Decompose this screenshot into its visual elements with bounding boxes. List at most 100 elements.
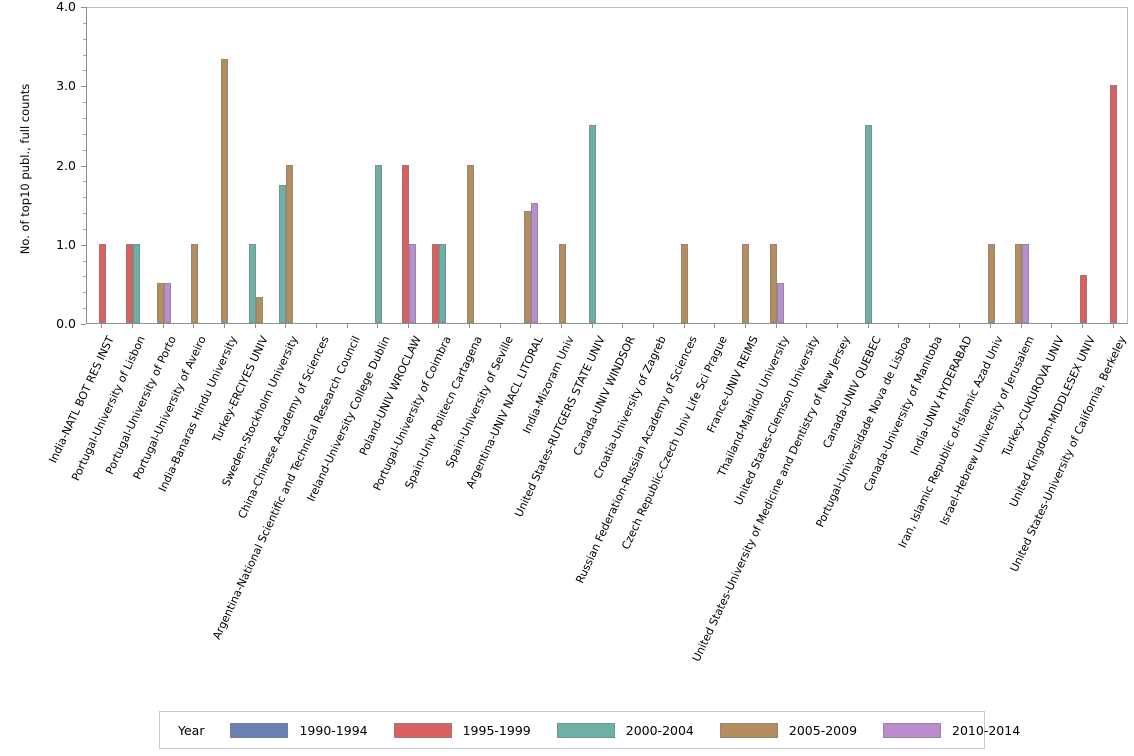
x-axis-tick — [652, 324, 654, 328]
x-axis-tick — [683, 324, 685, 328]
legend-label: 2005-2009 — [788, 722, 858, 738]
bar — [776, 283, 784, 323]
x-axis-tick — [438, 324, 440, 328]
y-axis-minor-tick — [83, 54, 86, 56]
bar — [681, 243, 689, 323]
bar — [255, 296, 263, 323]
x-axis-tick — [254, 324, 256, 328]
bar — [589, 124, 597, 323]
x-axis-tick — [315, 324, 317, 328]
legend-color-swatch — [556, 722, 615, 738]
x-axis-tick — [131, 324, 133, 328]
bar — [987, 243, 995, 323]
bar — [1079, 275, 1087, 323]
x-axis-tick — [898, 324, 900, 328]
x-axis-tick — [377, 324, 379, 328]
bars-container — [87, 8, 1127, 323]
y-axis-minor-tick — [83, 149, 86, 151]
x-axis-tick — [744, 324, 746, 328]
x-axis-tick — [407, 324, 409, 328]
bar — [286, 164, 294, 323]
bar — [1110, 85, 1118, 323]
x-axis-tick — [836, 324, 838, 328]
x-axis-tick — [928, 324, 930, 328]
legend-entry[interactable]: 1995-1999 — [393, 722, 531, 738]
legend-label: 1990-1994 — [299, 722, 368, 738]
legend-label: 2000-2004 — [625, 722, 694, 738]
bar — [156, 283, 164, 323]
bar — [163, 283, 171, 323]
bar — [279, 185, 287, 323]
bar — [432, 243, 440, 323]
y-axis-major-tick — [81, 324, 86, 325]
y-axis-major-tick — [81, 165, 86, 167]
y-axis-minor-tick — [83, 197, 86, 199]
bar — [221, 59, 229, 323]
y-axis-tick-label: 1.0 — [56, 236, 76, 252]
x-axis-tick — [959, 324, 961, 328]
bar — [248, 243, 256, 323]
legend: Year 1990-1994 1995-1999 2000-2004 2005-200… — [159, 711, 1020, 749]
legend-entry[interactable]: 2010-2014 — [883, 722, 1021, 738]
bar — [466, 164, 474, 323]
x-axis — [86, 324, 1128, 328]
y-axis-major-tick — [81, 7, 86, 8]
legend-color-swatch — [230, 722, 289, 738]
bar — [865, 124, 872, 323]
legend-entry[interactable]: 2005-2009 — [719, 722, 858, 738]
legend-color-swatch — [719, 722, 778, 738]
x-axis-tick — [346, 324, 348, 328]
bar — [531, 202, 539, 323]
legend-entry[interactable]: 1990-1994 — [230, 722, 368, 738]
y-axis-minor-tick — [83, 181, 86, 183]
x-axis-tick — [193, 324, 195, 328]
bar — [742, 243, 750, 323]
y-axis-minor-tick — [83, 102, 86, 104]
x-axis-tick-labels: India-NATL BOT RES INST Portugal-Universi… — [47, 328, 1129, 678]
bar — [439, 243, 447, 323]
y-axis-tick-label: 2.0 — [56, 157, 76, 173]
x-axis-tick — [223, 324, 225, 328]
bar — [98, 243, 106, 323]
x-axis-tick — [867, 324, 869, 328]
x-axis-tick — [285, 324, 287, 328]
y-axis-minor-tick — [83, 133, 86, 135]
legend-label: 1995-1999 — [462, 722, 531, 738]
x-axis-tick — [469, 324, 471, 328]
bar — [125, 243, 133, 323]
x-axis-tick — [162, 324, 164, 328]
y-axis-minor-tick — [83, 276, 86, 278]
x-axis-tick — [1112, 324, 1114, 328]
legend-color-swatch — [393, 722, 452, 738]
legend-entries: 1990-1994 1995-1999 2000-2004 2005-2009 2010… — [230, 722, 1046, 738]
legend-label: 2010-2014 — [952, 722, 1021, 738]
x-axis-tick — [714, 324, 716, 328]
y-axis-minor-tick — [83, 228, 86, 230]
y-axis-tick-label: 4.0 — [56, 0, 76, 14]
bar — [524, 211, 532, 323]
y-axis-minor-tick — [83, 260, 86, 262]
y-axis-major-tick — [81, 244, 86, 246]
y-axis-tick-label: 0.0 — [56, 316, 76, 331]
x-axis-tick — [1020, 324, 1022, 328]
y-axis-minor-tick — [83, 38, 86, 40]
bar — [374, 164, 382, 323]
bar — [558, 243, 566, 323]
y-axis-minor-tick — [83, 70, 86, 72]
bar — [401, 164, 409, 323]
y-axis-minor-tick — [83, 213, 86, 215]
bar — [769, 243, 777, 323]
x-axis-tick — [499, 324, 501, 328]
x-axis-tick — [591, 324, 593, 328]
bar — [1021, 243, 1029, 323]
y-axis-minor-tick — [83, 22, 86, 24]
bar — [190, 243, 198, 323]
x-axis-tick — [101, 324, 103, 328]
legend-entry[interactable]: 2000-2004 — [556, 722, 694, 738]
x-axis-tick — [530, 324, 532, 328]
bar — [1014, 243, 1022, 323]
x-axis-tick — [622, 324, 624, 328]
y-axis-minor-tick — [83, 308, 86, 310]
bar — [132, 243, 140, 323]
